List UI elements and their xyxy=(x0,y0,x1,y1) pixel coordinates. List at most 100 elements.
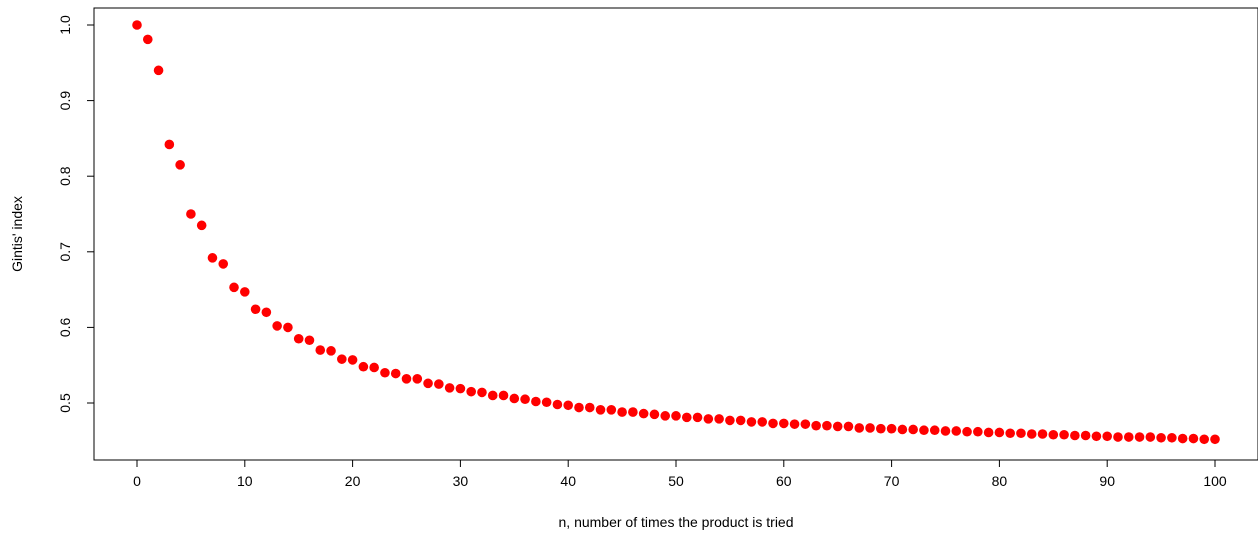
data-point xyxy=(789,419,800,429)
data-point xyxy=(574,402,584,413)
data-point xyxy=(423,378,433,389)
data-point xyxy=(477,387,487,398)
data-point xyxy=(854,423,865,433)
x-tick-label: 50 xyxy=(668,473,684,489)
data-point xyxy=(293,333,304,344)
data-point xyxy=(714,414,724,424)
data-point xyxy=(455,383,466,394)
data-point xyxy=(466,386,476,397)
data-point xyxy=(1210,434,1220,445)
data-point xyxy=(606,405,617,415)
data-point xyxy=(886,423,897,434)
data-point xyxy=(487,390,498,401)
data-point xyxy=(735,415,746,426)
data-point xyxy=(358,361,369,372)
x-tick-label: 0 xyxy=(133,473,141,489)
data-point xyxy=(1102,431,1112,442)
data-point xyxy=(757,417,768,427)
data-point xyxy=(142,34,153,45)
data-points xyxy=(132,20,1220,445)
x-tick-label: 10 xyxy=(237,473,253,489)
data-point xyxy=(628,407,638,417)
data-point xyxy=(779,418,789,429)
data-point xyxy=(304,335,315,346)
data-point xyxy=(843,421,854,432)
data-point xyxy=(240,287,250,297)
y-tick-label: 0.9 xyxy=(57,91,73,111)
data-point xyxy=(315,345,326,355)
data-point xyxy=(584,402,595,413)
data-point xyxy=(692,412,703,423)
data-point xyxy=(337,354,347,364)
data-point xyxy=(186,209,196,219)
data-point xyxy=(509,393,520,404)
y-axis-label: Gintis' index xyxy=(9,196,25,272)
data-point xyxy=(1005,428,1015,439)
data-point xyxy=(369,362,379,373)
data-point xyxy=(811,420,821,431)
data-point xyxy=(973,426,983,437)
plot-frame xyxy=(93,7,1258,461)
data-point xyxy=(617,407,627,417)
data-point xyxy=(1167,432,1177,443)
data-point xyxy=(552,399,563,410)
data-point xyxy=(929,425,940,436)
data-point xyxy=(671,411,681,421)
data-point xyxy=(865,423,875,433)
data-point xyxy=(1156,432,1166,443)
data-point xyxy=(919,425,929,436)
data-point xyxy=(800,419,811,429)
data-point xyxy=(1026,429,1037,439)
data-point xyxy=(153,65,164,76)
data-point xyxy=(951,426,962,436)
data-point xyxy=(283,322,293,333)
y-tick-label: 1.0 xyxy=(57,15,73,35)
y-tick-label: 0.5 xyxy=(57,393,73,413)
data-point xyxy=(175,160,185,170)
data-point xyxy=(272,321,282,331)
x-tick-label: 40 xyxy=(560,473,576,489)
data-point xyxy=(746,417,757,427)
x-tick-label: 80 xyxy=(992,473,1008,489)
data-point xyxy=(638,408,649,419)
data-point xyxy=(994,427,1005,438)
data-point xyxy=(822,420,832,431)
data-point xyxy=(444,383,455,393)
y-tick-label: 0.7 xyxy=(57,242,73,262)
data-point xyxy=(908,424,918,435)
x-tick-label: 100 xyxy=(1203,473,1227,489)
x-axis-label: n, number of times the product is tried xyxy=(559,514,794,530)
data-point xyxy=(229,282,239,293)
data-point xyxy=(498,390,509,401)
data-point xyxy=(983,427,994,438)
data-point xyxy=(1145,432,1156,442)
y-tick-label: 0.6 xyxy=(57,317,73,337)
data-point xyxy=(132,20,142,30)
data-point xyxy=(681,412,692,423)
data-point xyxy=(962,426,972,437)
x-tick-label: 70 xyxy=(884,473,900,489)
data-point xyxy=(531,396,541,407)
data-point xyxy=(380,367,390,378)
data-point xyxy=(401,374,412,384)
data-point xyxy=(1188,433,1199,444)
data-point xyxy=(1048,429,1059,440)
data-point xyxy=(1059,429,1069,440)
data-point xyxy=(1016,428,1026,439)
data-point xyxy=(196,220,207,231)
data-point xyxy=(1091,431,1102,442)
data-point xyxy=(1037,429,1048,439)
data-point xyxy=(768,418,778,429)
data-point xyxy=(876,423,886,434)
data-point xyxy=(897,424,908,435)
data-point xyxy=(541,397,552,408)
data-point xyxy=(1070,430,1080,441)
data-point xyxy=(940,426,951,436)
y-tick-label: 0.8 xyxy=(57,166,73,186)
data-point xyxy=(1123,432,1134,442)
data-point xyxy=(434,379,444,389)
data-point xyxy=(725,415,735,426)
x-tick-label: 90 xyxy=(1099,473,1115,489)
data-point xyxy=(1134,432,1145,442)
